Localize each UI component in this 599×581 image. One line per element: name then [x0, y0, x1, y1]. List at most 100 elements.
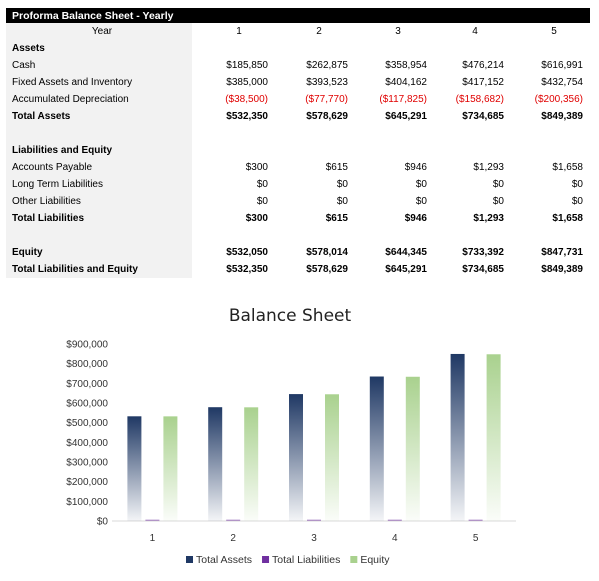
- total-liab-y1: $300: [245, 213, 268, 224]
- y-tick-label: $900,000: [66, 340, 108, 351]
- year-label: Year: [6, 23, 192, 40]
- fixed-y1: $385,000: [226, 77, 268, 88]
- equity-y5: $847,731: [541, 247, 583, 258]
- total-assets-bar: [450, 353, 465, 521]
- equity-bar: [486, 354, 501, 521]
- cash-y3: $358,954: [385, 60, 427, 71]
- long-term-liabilities-row: Long Term Liabilities $0 $0 $0 $0 $0: [6, 176, 590, 193]
- total-liab-y5: $1,658: [552, 213, 583, 224]
- x-tick-label: 5: [473, 533, 479, 544]
- cash-y5: $616,991: [541, 60, 583, 71]
- total-liab-equity-row: Total Liabilities and Equity $532,350 $5…: [6, 261, 590, 278]
- tle-y4: $734,685: [462, 264, 504, 275]
- liabilities-heading: Liabilities and Equity: [6, 142, 192, 159]
- total-assets-y1: $532,350: [226, 111, 268, 122]
- equity-y4: $733,392: [462, 247, 504, 258]
- total-liabilities-bar: [387, 519, 402, 521]
- y-tick-label: $600,000: [66, 399, 108, 410]
- legend-swatch: [186, 556, 193, 563]
- ol-y4: $0: [492, 196, 504, 207]
- y-tick-label: $800,000: [66, 359, 108, 370]
- ap-y2: $615: [325, 162, 348, 173]
- ol-y1: $0: [256, 196, 268, 207]
- equity-bar: [163, 416, 178, 521]
- equity-y3: $644,345: [385, 247, 427, 258]
- equity-y2: $578,014: [306, 247, 348, 258]
- x-tick-label: 4: [392, 533, 398, 544]
- total-assets-y3: $645,291: [385, 111, 427, 122]
- cash-y4: $476,214: [462, 60, 504, 71]
- accum-y2: ($77,770): [305, 94, 348, 105]
- legend-label: Total Liabilities: [272, 554, 340, 566]
- cash-y2: $262,875: [306, 60, 348, 71]
- title-bar-fill: [192, 8, 590, 23]
- accounts-payable-row: Accounts Payable $300 $615 $946 $1,293 $…: [6, 159, 590, 176]
- cash-y1: $185,850: [226, 60, 268, 71]
- accum-depreciation-label: Accumulated Depreciation: [6, 91, 192, 108]
- accum-y4: ($158,682): [455, 94, 504, 105]
- cash-label: Cash: [6, 57, 192, 74]
- x-tick-label: 2: [230, 533, 236, 544]
- accum-y3: ($117,825): [379, 94, 427, 105]
- ap-y4: $1,293: [473, 162, 504, 173]
- ap-y1: $300: [245, 162, 268, 173]
- accum-depreciation-row: Accumulated Depreciation ($38,500) ($77,…: [6, 91, 590, 108]
- ltl-y3: $0: [415, 179, 427, 190]
- spacer-label: [6, 227, 192, 244]
- total-assets-bar: [127, 416, 142, 521]
- ol-y2: $0: [336, 196, 348, 207]
- other-liabilities-row: Other Liabilities $0 $0 $0 $0 $0: [6, 193, 590, 210]
- total-liabilities-row: Total Liabilities $300 $615 $946 $1,293 …: [6, 210, 590, 227]
- total-assets-y2: $578,629: [306, 111, 348, 122]
- year-5: 5: [551, 26, 557, 37]
- accum-y5: ($200,356): [534, 94, 583, 105]
- total-assets-y5: $849,389: [541, 111, 583, 122]
- spacer-row: [6, 227, 590, 244]
- y-tick-label: $300,000: [66, 458, 108, 469]
- fixed-y4: $417,152: [462, 77, 504, 88]
- ltl-y5: $0: [571, 179, 583, 190]
- y-tick-label: $700,000: [66, 379, 108, 390]
- total-assets-label: Total Assets: [6, 108, 192, 125]
- y-tick-label: $100,000: [66, 497, 108, 508]
- legend-swatch: [350, 556, 358, 563]
- ol-y5: $0: [571, 196, 583, 207]
- legend-label: Total Assets: [196, 554, 252, 566]
- total-assets-bar: [208, 407, 223, 521]
- balance-sheet-table: Proforma Balance Sheet - Yearly Year 1 2…: [6, 8, 590, 278]
- total-liabilities-bar: [307, 519, 321, 521]
- fixed-y3: $404,162: [385, 77, 427, 88]
- year-3: 3: [395, 26, 401, 37]
- ltl-y2: $0: [336, 179, 348, 190]
- total-liab-y2: $615: [325, 213, 348, 224]
- total-liab-y3: $946: [404, 213, 427, 224]
- spacer-row: [6, 125, 590, 142]
- total-liabilities-bar: [226, 519, 241, 521]
- balance-sheet-chart: Balance Sheet $0 $100,000 $200,000 $300,000…: [40, 296, 588, 578]
- assets-heading-row: Assets: [6, 40, 590, 57]
- y-tick-label: $500,000: [66, 418, 108, 429]
- year-header-row: Year 1 2 3 4 5: [6, 23, 590, 40]
- assets-heading: Assets: [6, 40, 192, 57]
- spacer-label: [6, 125, 192, 142]
- ltl-y1: $0: [256, 179, 268, 190]
- equity-label: Equity: [6, 244, 192, 261]
- accum-y1: ($38,500): [225, 94, 268, 105]
- chart-title: Balance Sheet: [228, 306, 352, 326]
- total-liabilities-label: Total Liabilities: [6, 210, 192, 227]
- equity-bar: [405, 376, 420, 521]
- legend-label: Equity: [360, 554, 390, 566]
- total-assets-row: Total Assets $532,350 $578,629 $645,291 …: [6, 108, 590, 125]
- y-tick-label: $400,000: [66, 438, 108, 449]
- total-liab-equity-label: Total Liabilities and Equity: [6, 261, 192, 278]
- total-liabilities-bar: [468, 519, 483, 521]
- year-2: 2: [316, 26, 322, 37]
- year-4: 4: [472, 26, 478, 37]
- fixed-y2: $393,523: [306, 77, 348, 88]
- legend-swatch: [262, 556, 270, 563]
- y-tick-label: $0: [97, 517, 109, 528]
- total-liabilities-bar: [145, 519, 160, 521]
- ap-y5: $1,658: [552, 162, 583, 173]
- cash-row: Cash $185,850 $262,875 $358,954 $476,214…: [6, 57, 590, 74]
- equity-y1: $532,050: [226, 247, 268, 258]
